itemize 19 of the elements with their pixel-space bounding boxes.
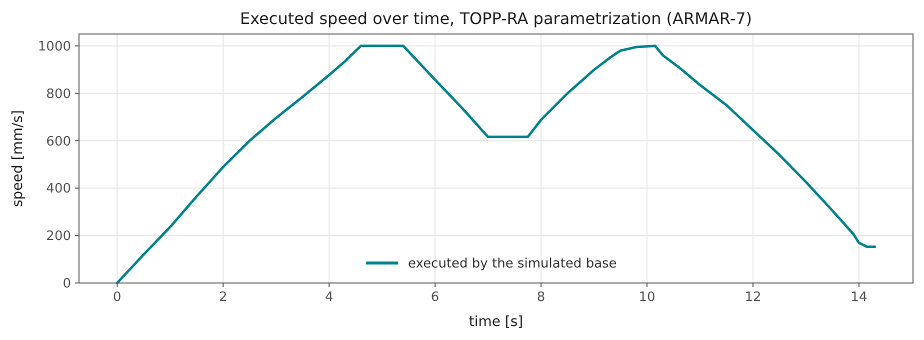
x-tick-label: 2 [218, 290, 228, 305]
y-tick-label: 1000 [38, 39, 71, 54]
x-tick-label: 6 [430, 290, 440, 305]
x-tick-label: 8 [536, 290, 546, 305]
x-tick-label: 14 [850, 290, 868, 305]
y-tick-label: 800 [46, 86, 71, 102]
x-tick-label: 0 [113, 290, 122, 305]
chart-title: Executed speed over time, TOPP-RA parametrization (ARMAR-7) [240, 9, 752, 28]
x-tick-label: 4 [324, 290, 334, 305]
y-tick-label: 0 [62, 276, 71, 292]
y-tick-label: 600 [46, 134, 71, 150]
x-axis-title: time [s] [468, 314, 524, 330]
legend-label: executed by the simulated base [408, 256, 617, 272]
x-tick-label: 10 [638, 290, 656, 305]
line-series [116, 44, 876, 284]
y-tick-label: 400 [46, 182, 71, 197]
y-axis-title: speed [mm/s] [10, 110, 26, 207]
x-tick-label: 12 [744, 290, 762, 305]
y-tick-label: 200 [46, 229, 71, 244]
